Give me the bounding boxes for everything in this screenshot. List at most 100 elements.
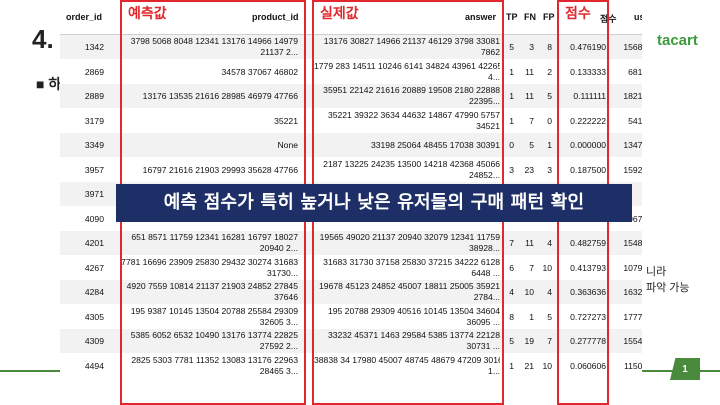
cell-score: 0.482759 — [570, 238, 606, 248]
cell-order-id: 4201 — [84, 238, 104, 248]
cell-score: 0.060606 — [570, 360, 606, 371]
table-row: 1342 5 3 8 0.476190 156818 3798 5068 8048 1234… — [60, 35, 642, 59]
slide-side-line-2: 파악 가능 — [646, 282, 690, 294]
cell-product-id-line-1: 35221 — [274, 115, 298, 126]
cell-product-id-line-1: 2825 5303 7781 11352 13083 13176 22963 — [131, 354, 298, 365]
cell-answer-line-2: 6448 ... — [471, 267, 500, 278]
cell-product-id-line-1: 195 9387 10145 13504 20788 25584 29309 — [130, 305, 298, 316]
table-row: 3957 3 23 3 0.187500 159235 16797 21616 21903 … — [60, 158, 642, 182]
prediction-label: 예측값 — [126, 3, 169, 23]
cell-user: 107978 — [623, 262, 642, 273]
cell-answer-line-1: 19678 45123 24852 45007 18811 25005 3592… — [319, 281, 500, 291]
cell-answer: 195 20788 29309 40516 10145 13504 34604 3… — [314, 306, 500, 328]
instacart-logo: tacart — [657, 32, 698, 49]
cell-product-id-line-1: 7781 16696 23909 25830 29432 30274 31683 — [121, 256, 298, 267]
cell-tp: 4 — [509, 287, 514, 297]
cell-tp: 0 — [509, 140, 514, 150]
cell-order-id: 3957 — [84, 164, 104, 175]
cell-product-id: 13176 13535 21616 28985 46979 47766 — [120, 91, 298, 102]
cell-order-id: 3179 — [84, 115, 104, 126]
cell-fp: 0 — [547, 115, 552, 126]
cell-tp: 8 — [509, 311, 514, 322]
table-row: 4309 5 19 7 0.277778 155465 5385 6052 6532 104… — [60, 329, 642, 353]
cell-tp: 7 — [509, 238, 514, 248]
table-row: 4267 6 7 10 0.413793 107978 7781 16696 23909 2… — [60, 256, 642, 280]
table-row: 3349 0 5 1 0.000000 134766 None 33198 25064 484… — [60, 133, 642, 157]
cell-product-id-line-1: 13176 13535 21616 28985 46979 47766 — [142, 91, 298, 101]
cell-answer: 19565 49020 21137 20940 32079 12341 1175… — [314, 232, 500, 254]
cell-order-id: 3349 — [84, 140, 104, 150]
cell-product-id: 3798 5068 8048 12341 13176 14966 14979 21… — [120, 36, 298, 58]
cell-order-id: 4284 — [84, 287, 104, 297]
cell-fn: 7 — [529, 115, 534, 126]
cell-order-id: 2889 — [84, 91, 104, 101]
cell-tp: 1 — [509, 91, 514, 101]
cell-answer: 35951 22142 21616 20889 19508 2180 22888… — [314, 85, 500, 107]
cell-fn: 11 — [525, 238, 534, 248]
cell-score: 0.111111 — [573, 91, 606, 101]
cell-fp: 5 — [547, 91, 552, 101]
caption-banner: 예측 점수가 특히 높거나 낮은 유저들의 구매 패턴 확인 — [116, 184, 632, 222]
cell-answer-line-1: 2187 13225 24235 13500 14218 42368 45066 — [323, 158, 500, 169]
cell-score: 0.000000 — [570, 140, 606, 150]
cell-answer: 1779 283 14511 10246 6141 34824 43961 42… — [314, 61, 500, 83]
cell-score: 0.727273 — [570, 311, 606, 322]
cell-answer-line-1: 35221 39322 3634 44632 14867 47990 5757 — [327, 109, 500, 120]
cell-user: 155465 — [623, 336, 642, 346]
cell-answer-line-1: 13176 30827 14966 21137 46129 3798 33081 — [323, 36, 500, 46]
cell-fp: 1 — [547, 140, 552, 150]
cell-product-id: None — [120, 140, 298, 151]
cell-tp: 1 — [509, 360, 514, 371]
cell-answer-line-1: 195 20788 29309 40516 10145 13504 34604 — [327, 305, 500, 316]
cell-answer-line-2: 36095 ... — [466, 316, 500, 327]
cell-user: 54174 — [628, 115, 642, 126]
cell-user: 96792 — [628, 213, 642, 224]
cell-tp: 3 — [509, 164, 514, 175]
cell-tp: 6 — [509, 262, 514, 273]
cell-answer-line-2: 30731 ... — [466, 341, 500, 351]
cell-fp: 4 — [547, 287, 552, 297]
cell-product-id-line-1: None — [277, 140, 298, 150]
cell-tp: 1 — [509, 115, 514, 126]
cell-answer-line-1: 38838 34 17980 45007 48745 48679 47209 3… — [314, 354, 500, 365]
cell-answer: 33232 45371 1463 29584 5385 13774 22128 3… — [314, 330, 500, 352]
cell-user: 156818 — [623, 42, 642, 52]
cell-answer: 38838 34 17980 45007 48745 48679 47209 3… — [314, 355, 500, 377]
cell-fp: 10 — [542, 360, 552, 371]
cell-product-id: 34578 37067 46802 — [120, 67, 298, 78]
cell-fp: 4 — [547, 238, 552, 248]
cell-answer: 33198 25064 48455 17038 30391 — [314, 140, 500, 151]
header-fp: FP — [543, 12, 555, 22]
cell-fn: 19 — [524, 336, 534, 346]
header-product-id: product_id — [252, 12, 299, 22]
cell-order-id: 4305 — [84, 311, 104, 322]
cell-answer-line-2: 4... — [488, 71, 500, 82]
cell-product-id: 195 9387 10145 13504 20788 25584 29309 32… — [120, 306, 298, 328]
cell-fn: 1 — [529, 311, 534, 322]
cell-fp: 3 — [547, 164, 552, 175]
cell-score: 0.277778 — [570, 336, 606, 346]
cell-answer-line-1: 31683 31730 37158 25830 37215 34222 6128 — [323, 256, 500, 267]
table-row: 4494 1 21 10 0.060606 115015 2825 5303 7781 11… — [60, 354, 642, 378]
cell-fn: 21 — [524, 360, 534, 371]
cell-fp: 2 — [547, 66, 552, 77]
cell-fp: 8 — [547, 42, 552, 52]
cell-user: 134766 — [623, 140, 642, 150]
cell-answer: 31683 31730 37158 25830 37215 34222 6128… — [314, 257, 500, 279]
header-order-id: order_id — [66, 12, 103, 22]
cell-fn: 11 — [525, 91, 534, 101]
table-row: 4305 8 1 5 0.727273 177727 195 9387 10145 1350… — [60, 305, 642, 329]
cell-fn: 10 — [524, 287, 534, 297]
cell-product-id-line-1: 16797 21616 21903 29993 35628 47766 — [142, 164, 298, 175]
cell-answer-line-2: 34521 — [476, 120, 500, 131]
cell-product-id-line-2: 37646 — [274, 292, 298, 302]
cell-answer-line-2: 1... — [488, 365, 500, 376]
cell-product-id: 16797 21616 21903 29993 35628 47766 — [120, 165, 298, 176]
cell-score: 0.363636 — [570, 287, 606, 297]
cell-user: 182107 — [623, 91, 642, 101]
cell-product-id: 7781 16696 23909 25830 29432 30274 31683… — [120, 257, 298, 279]
cell-order-id: 4090 — [84, 213, 104, 224]
cell-answer: 35221 39322 3634 44632 14867 47990 5757 3… — [314, 110, 500, 132]
cell-answer: 19678 45123 24852 45007 18811 25005 3592… — [314, 281, 500, 303]
cell-product-id-line-2: 20940 2... — [259, 243, 298, 253]
